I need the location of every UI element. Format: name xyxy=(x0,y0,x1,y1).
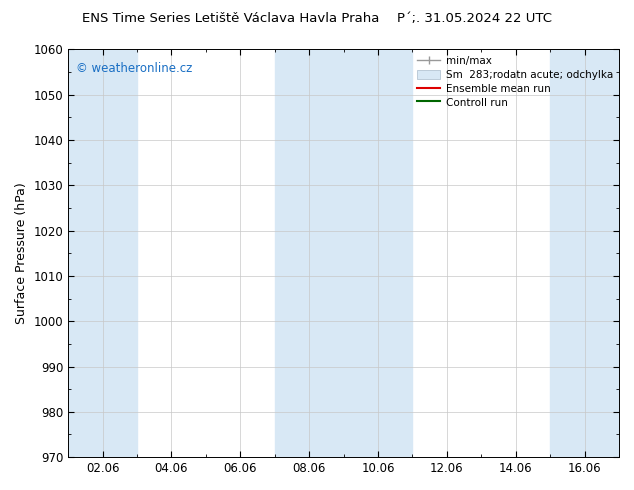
Text: © weatheronline.cz: © weatheronline.cz xyxy=(77,62,193,74)
Bar xyxy=(275,49,344,457)
Legend: min/max, Sm  283;rodatn acute; odchylka, Ensemble mean run, Controll run: min/max, Sm 283;rodatn acute; odchylka, … xyxy=(414,52,616,111)
Bar xyxy=(68,49,137,457)
Text: P´;. 31.05.2024 22 UTC: P´;. 31.05.2024 22 UTC xyxy=(397,12,552,25)
Text: ENS Time Series Letiště Václava Havla Praha: ENS Time Series Letiště Václava Havla Pr… xyxy=(82,12,380,25)
Bar xyxy=(344,49,413,457)
Bar xyxy=(550,49,619,457)
Y-axis label: Surface Pressure (hPa): Surface Pressure (hPa) xyxy=(15,182,28,324)
